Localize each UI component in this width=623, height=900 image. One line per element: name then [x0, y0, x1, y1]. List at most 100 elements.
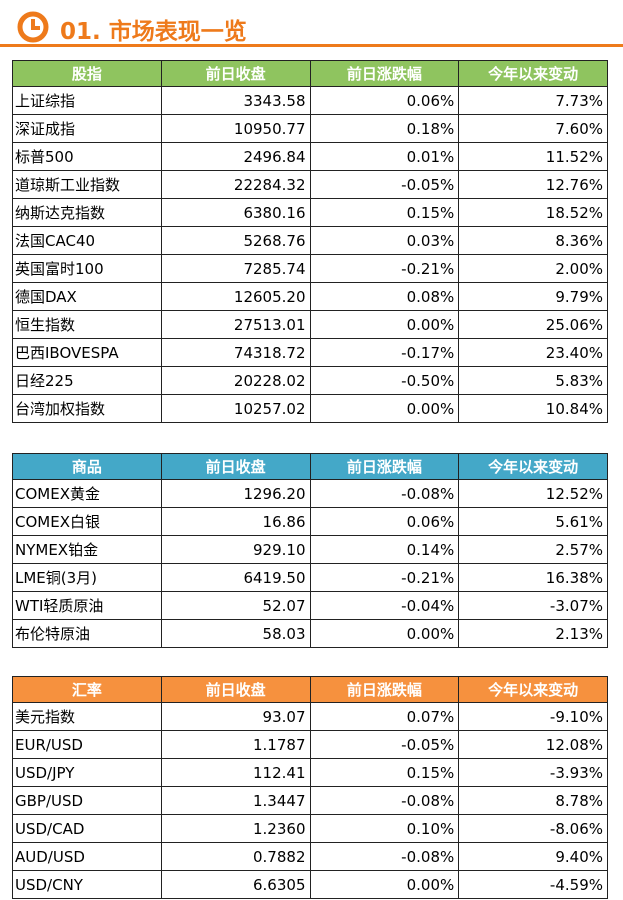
cell: 12.52%: [458, 479, 608, 508]
cell: 12605.20: [160, 282, 311, 311]
header-row: 汇率 前日收盘 前日涨跌幅 今年以来变动: [12, 676, 608, 703]
cell: 9.40%: [458, 842, 608, 871]
cell: USD/CAD: [12, 814, 162, 843]
column-header: 前日收盘: [160, 453, 311, 480]
cell: 929.10: [160, 535, 311, 564]
cell: 27513.01: [160, 310, 311, 339]
cell: 布伦特原油: [12, 619, 162, 648]
cell: 2.57%: [458, 535, 608, 564]
row: 道琼斯工业指数 22284.32 -0.05% 12.76%: [12, 170, 608, 199]
cell: 0.00%: [309, 310, 460, 339]
cell: USD/CNY: [12, 870, 162, 899]
cell: 11.52%: [458, 142, 608, 171]
cell: -8.06%: [458, 814, 608, 843]
row: USD/CAD 1.2360 0.10% -8.06%: [12, 814, 608, 843]
cell: 8.78%: [458, 786, 608, 815]
row: 布伦特原油 58.03 0.00% 2.13%: [12, 619, 608, 648]
cell: 6419.50: [160, 563, 311, 592]
cell: COMEX白银: [12, 507, 162, 536]
cell: -0.08%: [309, 842, 460, 871]
cell: -0.21%: [309, 254, 460, 283]
cell: LME铜(3月): [12, 563, 162, 592]
cell: 58.03: [160, 619, 311, 648]
cell: 0.15%: [309, 198, 460, 227]
cell: 5268.76: [160, 226, 311, 255]
cell: 英国富时100: [12, 254, 162, 283]
cell: 0.06%: [309, 507, 460, 536]
cell: USD/JPY: [12, 758, 162, 787]
cell: GBP/USD: [12, 786, 162, 815]
column-header: 前日涨跌幅: [309, 60, 460, 87]
cell: 2496.84: [160, 142, 311, 171]
row: 台湾加权指数 10257.02 0.00% 10.84%: [12, 394, 608, 423]
cell: 16.38%: [458, 563, 608, 592]
header-row: 股指 前日收盘 前日涨跌幅 今年以来变动: [12, 60, 608, 87]
commodity-table: 商品 前日收盘 前日涨跌幅 今年以来变动 COMEX黄金 1296.20 -0.08% 12.…: [12, 453, 608, 648]
row: COMEX黄金 1296.20 -0.08% 12.52%: [12, 479, 608, 508]
column-header: 前日涨跌幅: [309, 453, 460, 480]
cell: NYMEX铂金: [12, 535, 162, 564]
cell: 6380.16: [160, 198, 311, 227]
cell: 0.18%: [309, 114, 460, 143]
cell: -0.17%: [309, 338, 460, 367]
cell: 0.14%: [309, 535, 460, 564]
cell: 德国DAX: [12, 282, 162, 311]
column-header: 前日收盘: [160, 676, 311, 703]
cell: 7.73%: [458, 86, 608, 115]
cell: 23.40%: [458, 338, 608, 367]
cell: 日经225: [12, 366, 162, 395]
cell: 10950.77: [160, 114, 311, 143]
cell: 0.08%: [309, 282, 460, 311]
cell: 12.08%: [458, 730, 608, 759]
cell: 12.76%: [458, 170, 608, 199]
cell: 18.52%: [458, 198, 608, 227]
cell: 0.15%: [309, 758, 460, 787]
cell: 1.3447: [160, 786, 311, 815]
row: NYMEX铂金 929.10 0.14% 2.57%: [12, 535, 608, 564]
cell: 112.41: [160, 758, 311, 787]
cell: 0.06%: [309, 86, 460, 115]
cell: 0.10%: [309, 814, 460, 843]
cell: 深证成指: [12, 114, 162, 143]
row: 巴西IBOVESPA 74318.72 -0.17% 23.40%: [12, 338, 608, 367]
row: COMEX白银 16.86 0.06% 5.61%: [12, 507, 608, 536]
cell: 9.79%: [458, 282, 608, 311]
cell: 0.01%: [309, 142, 460, 171]
column-header: 汇率: [12, 676, 162, 703]
cell: -0.08%: [309, 479, 460, 508]
row: USD/JPY 112.41 0.15% -3.93%: [12, 758, 608, 787]
cell: 25.06%: [458, 310, 608, 339]
row: 英国富时100 7285.74 -0.21% 2.00%: [12, 254, 608, 283]
cell: 7.60%: [458, 114, 608, 143]
row: 上证综指 3343.58 0.06% 7.73%: [12, 86, 608, 115]
row: 标普500 2496.84 0.01% 11.52%: [12, 142, 608, 171]
cell: -3.93%: [458, 758, 608, 787]
row: 纳斯达克指数 6380.16 0.15% 18.52%: [12, 198, 608, 227]
row: EUR/USD 1.1787 -0.05% 12.08%: [12, 730, 608, 759]
cell: AUD/USD: [12, 842, 162, 871]
cell: 93.07: [160, 702, 311, 731]
cell: 标普500: [12, 142, 162, 171]
cell: 74318.72: [160, 338, 311, 367]
cell: 10257.02: [160, 394, 311, 423]
cell: -0.04%: [309, 591, 460, 620]
cell: 52.07: [160, 591, 311, 620]
clock-icon: [17, 11, 49, 43]
cell: 0.00%: [309, 619, 460, 648]
row: 德国DAX 12605.20 0.08% 9.79%: [12, 282, 608, 311]
cell: 10.84%: [458, 394, 608, 423]
cell: 7285.74: [160, 254, 311, 283]
row: 法国CAC40 5268.76 0.03% 8.36%: [12, 226, 608, 255]
fx-table: 汇率 前日收盘 前日涨跌幅 今年以来变动 美元指数 93.07 0.07% -9.10% EUR…: [12, 676, 608, 899]
cell: 3343.58: [160, 86, 311, 115]
column-header: 前日涨跌幅: [309, 676, 460, 703]
cell: 2.00%: [458, 254, 608, 283]
row: 日经225 20228.02 -0.50% 5.83%: [12, 366, 608, 395]
row: WTI轻质原油 52.07 -0.04% -3.07%: [12, 591, 608, 620]
row: USD/CNY 6.6305 0.00% -4.59%: [12, 870, 608, 899]
cell: 台湾加权指数: [12, 394, 162, 423]
column-header: 今年以来变动: [458, 676, 608, 703]
cell: -0.08%: [309, 786, 460, 815]
row: 恒生指数 27513.01 0.00% 25.06%: [12, 310, 608, 339]
cell: 道琼斯工业指数: [12, 170, 162, 199]
